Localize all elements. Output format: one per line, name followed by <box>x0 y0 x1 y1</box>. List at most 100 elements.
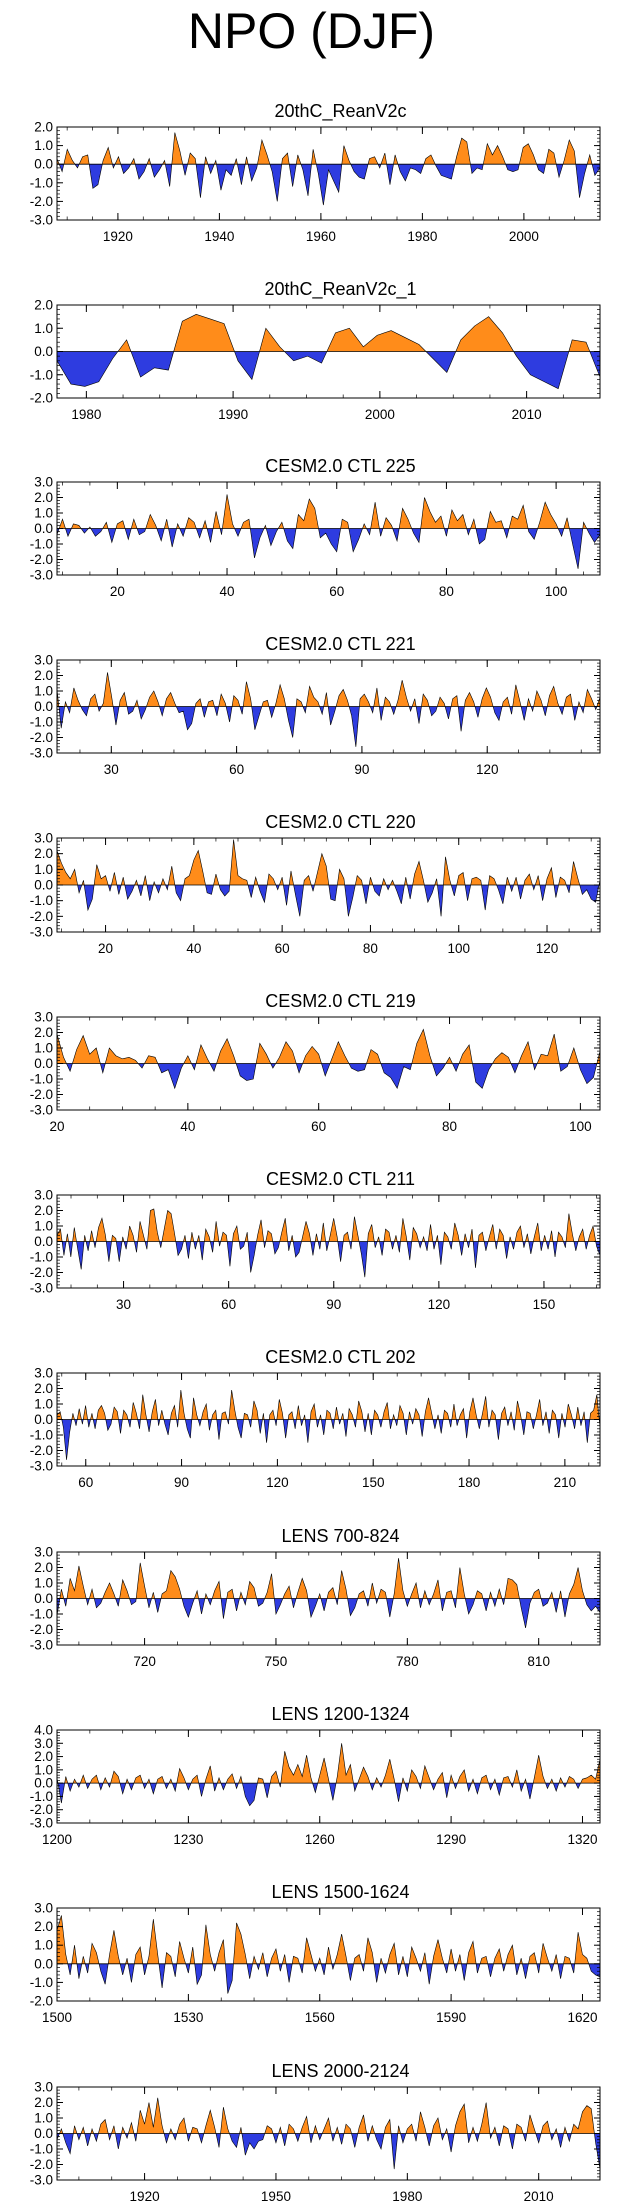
x-tick-label: 1920 <box>103 229 133 244</box>
y-tick-label: 4.0 <box>34 1723 53 1738</box>
x-tick-label: 60 <box>78 1475 93 1490</box>
x-tick-label: 1200 <box>42 1832 72 1847</box>
x-tick-label: 120 <box>536 941 559 956</box>
x-tick-label: 750 <box>265 1654 288 1669</box>
y-tick-label: -2.0 <box>30 1802 53 1817</box>
negative-area <box>58 706 597 747</box>
y-tick-label: 1.0 <box>34 684 53 699</box>
y-tick-label: -1.0 <box>30 2142 53 2157</box>
panel-title: CESM2.0 CTL 211 <box>266 1169 415 1189</box>
y-tick-label: 1.0 <box>34 2111 53 2126</box>
x-tick-label: 1980 <box>407 229 437 244</box>
x-tick-label: 20 <box>110 584 125 599</box>
x-tick-label: 80 <box>363 941 378 956</box>
x-tick-label: 2010 <box>512 407 542 422</box>
y-tick-label: -1.0 <box>30 1789 53 1804</box>
positive-area <box>57 1029 600 1064</box>
y-tick-label: 2.0 <box>34 1919 53 1934</box>
positive-area <box>57 1390 600 1420</box>
x-tick-label: 30 <box>116 1297 131 1312</box>
y-tick-label: -2.0 <box>30 909 53 924</box>
x-tick-label: 720 <box>133 1654 156 1669</box>
y-tick-label: -2.0 <box>30 391 53 406</box>
y-tick-label: 1.0 <box>34 1041 53 1056</box>
series-line <box>56 494 601 569</box>
panel-5: 3.02.01.00.0-1.0-2.0-3.0 20 40 60 80 100 120 CE… <box>30 812 601 956</box>
y-tick-label: 3.0 <box>34 1010 53 1025</box>
y-tick-label: -1.0 <box>30 893 53 908</box>
x-tick-label: 1560 <box>305 2010 335 2025</box>
y-tick-label: -3.0 <box>30 746 53 761</box>
positive-area <box>57 132 593 165</box>
plot-frame <box>56 1729 601 1824</box>
negative-area <box>57 2133 600 2170</box>
panel-title: 20thC_ReanV2c_1 <box>264 279 416 300</box>
x-tick-label: 80 <box>439 584 454 599</box>
panel-6: 3.02.01.00.0-1.0-2.0-3.020 40 60 80 100 CESM2… <box>30 991 601 1134</box>
y-tick-label: 3.0 <box>34 1366 53 1381</box>
y-tick-label: 2.0 <box>34 298 53 313</box>
x-tick-label: 20 <box>98 941 113 956</box>
y-tick-label: 0.0 <box>34 1412 53 1427</box>
x-tick-label: 1590 <box>436 2010 466 2025</box>
y-tick-label: -2.0 <box>30 552 53 567</box>
panel-title: LENS 1500-1624 <box>271 1882 409 1902</box>
negative-area <box>57 1598 600 1628</box>
x-tick-label: 1960 <box>306 229 336 244</box>
y-tick-label: -3.0 <box>30 1638 53 1653</box>
y-tick-label: 0.0 <box>34 1591 53 1606</box>
x-tick-label: 1500 <box>42 2010 72 2025</box>
x-tick-label: 1940 <box>204 229 234 244</box>
y-tick-label: 3.0 <box>34 475 53 490</box>
positive-area <box>57 1915 589 1964</box>
y-tick-label: 3.0 <box>34 653 53 668</box>
x-tick-label: 1980 <box>71 407 101 422</box>
y-tick-label: -1.0 <box>30 367 53 382</box>
x-tick-label: 40 <box>180 1119 195 1134</box>
x-tick-label: 210 <box>554 1475 577 1490</box>
y-tick-label: 1.0 <box>34 321 53 336</box>
panel-7: 3.02.01.00.0-1.0-2.0-3.0 30 60 90 120 150 CESM… <box>30 1169 601 1312</box>
y-tick-label: 1.0 <box>34 1576 53 1591</box>
panel-title: 20thC_ReanV2c <box>274 101 406 122</box>
y-tick-label: 2.0 <box>34 1025 53 1040</box>
y-tick-label: 1.0 <box>34 1938 53 1953</box>
x-tick-label: 90 <box>326 1297 341 1312</box>
y-tick-label: 0.0 <box>34 1776 53 1791</box>
y-tick-label: -1.0 <box>30 537 53 552</box>
series-line <box>56 1208 601 1278</box>
x-tick-label: 180 <box>458 1475 481 1490</box>
y-tick-label: -3.0 <box>30 1459 53 1474</box>
panel-title: LENS 2000-2124 <box>271 2061 409 2081</box>
x-tick-label: 90 <box>354 762 369 777</box>
series-line <box>56 839 601 917</box>
y-tick-label: 3.0 <box>34 2080 53 2095</box>
y-tick-label: -3.0 <box>30 1281 53 1296</box>
panel-title: LENS 700-824 <box>281 1526 399 1546</box>
negative-area <box>57 528 600 569</box>
y-tick-label: 0.0 <box>34 1234 53 1249</box>
panel-8: 3.02.01.00.0-1.0-2.0-3.0 60 90 120 150 180 210… <box>30 1347 601 1490</box>
x-tick-label: 120 <box>428 1297 451 1312</box>
x-tick-label: 60 <box>329 584 344 599</box>
y-tick-label: 3.0 <box>34 1736 53 1751</box>
series-line <box>56 1028 601 1090</box>
positive-area <box>117 314 590 352</box>
y-tick-label: 0.0 <box>34 1956 53 1971</box>
panel-9: 3.02.01.00.0-1.0-2.0-3.0 720 750 780 810 LENS… <box>30 1526 601 1669</box>
y-tick-label: -2.0 <box>30 1265 53 1280</box>
series-line <box>56 1915 601 1994</box>
x-tick-label: 2000 <box>365 407 395 422</box>
x-tick-label: 1320 <box>567 1832 597 1847</box>
y-tick-label: -3.0 <box>30 925 53 940</box>
positive-area <box>59 494 587 529</box>
y-tick-label: 1.0 <box>34 1397 53 1412</box>
x-tick-label: 100 <box>447 941 470 956</box>
x-tick-label: 40 <box>220 584 235 599</box>
y-tick-label: -3.0 <box>30 1816 53 1831</box>
y-tick-label: 0.0 <box>34 521 53 536</box>
series-line <box>56 672 601 747</box>
y-tick-label: 2.0 <box>34 1381 53 1396</box>
panel-title: CESM2.0 CTL 225 <box>265 456 415 476</box>
